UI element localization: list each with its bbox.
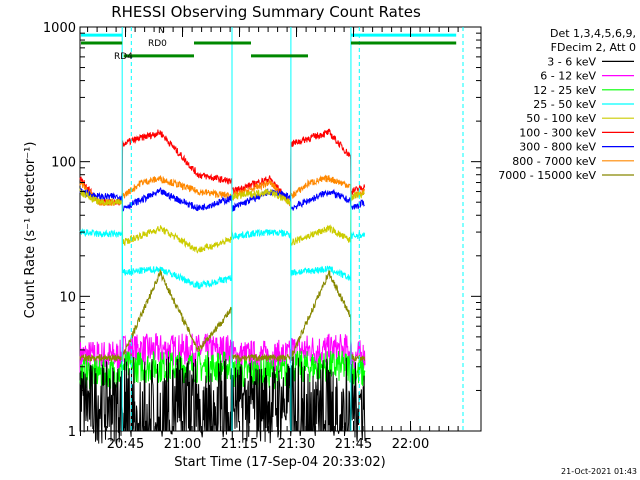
x-tick-label-1: 21:00	[164, 437, 201, 452]
series-line-1	[79, 174, 366, 207]
legend-header-0: Det 1,3,4,5,6,9,	[550, 27, 636, 40]
legend-label-7: 800 - 7000 keV	[512, 155, 596, 168]
legend-label-4: 50 - 100 keV	[526, 112, 596, 125]
series-line-4	[79, 228, 366, 289]
series-line-2	[79, 186, 365, 213]
series-line-5	[79, 268, 366, 363]
legend-label-5: 100 - 300 keV	[519, 126, 596, 139]
legend-label-0: 3 - 6 keV	[547, 55, 596, 68]
flag-label-1: RD0	[148, 39, 167, 49]
x-tick-label-5: 22:00	[392, 437, 429, 452]
flag-label-2: RD4	[114, 52, 133, 62]
series-line-0	[79, 128, 366, 207]
x-axis-title: Start Time (17-Sep-04 20:33:02)	[174, 455, 385, 470]
night-markers	[121, 27, 464, 431]
generated-timestamp: 21-Oct-2021 01:43	[561, 467, 637, 476]
y-tick-label-0: 1	[68, 425, 76, 440]
series-line-lowband-0	[79, 332, 366, 373]
legend-label-6: 300 - 800 keV	[519, 141, 596, 154]
x-tick-label-4: 21:45	[335, 437, 372, 452]
legend-label-2: 12 - 25 keV	[533, 84, 596, 97]
series-line-lowband-2	[79, 356, 366, 444]
series-line-3	[79, 188, 365, 254]
y-axis-title: Count Rate (s⁻¹ detector⁻¹)	[23, 142, 38, 319]
legend-header-1: FDecim 2, Att 0	[551, 41, 636, 54]
flag-label-0: N	[158, 26, 165, 36]
legend-label-3: 25 - 50 keV	[533, 98, 596, 111]
axis-ticks: 1 10 100 1000 20:45 21:00 21:15 21:30 21:45 22:00	[43, 21, 481, 452]
y-tick-label-1: 10	[59, 290, 76, 305]
legend-label-1: 6 - 12 keV	[540, 70, 596, 83]
x-tick-label-0: 20:45	[107, 437, 144, 452]
x-tick-label-2: 21:15	[221, 437, 258, 452]
data-layer	[79, 128, 366, 444]
x-tick-label-3: 21:30	[278, 437, 315, 452]
legend: Det 1,3,4,5,6,9,FDecim 2, Att 03 - 6 keV…	[498, 27, 636, 182]
legend-label-8: 7000 - 15000 keV	[498, 169, 596, 182]
y-tick-label-3: 1000	[43, 21, 76, 36]
attenuator-bars: N RD0 RD4	[81, 26, 457, 62]
y-tick-label-2: 100	[51, 156, 76, 171]
chart-title: RHESSI Observing Summary Count Rates	[111, 3, 421, 21]
